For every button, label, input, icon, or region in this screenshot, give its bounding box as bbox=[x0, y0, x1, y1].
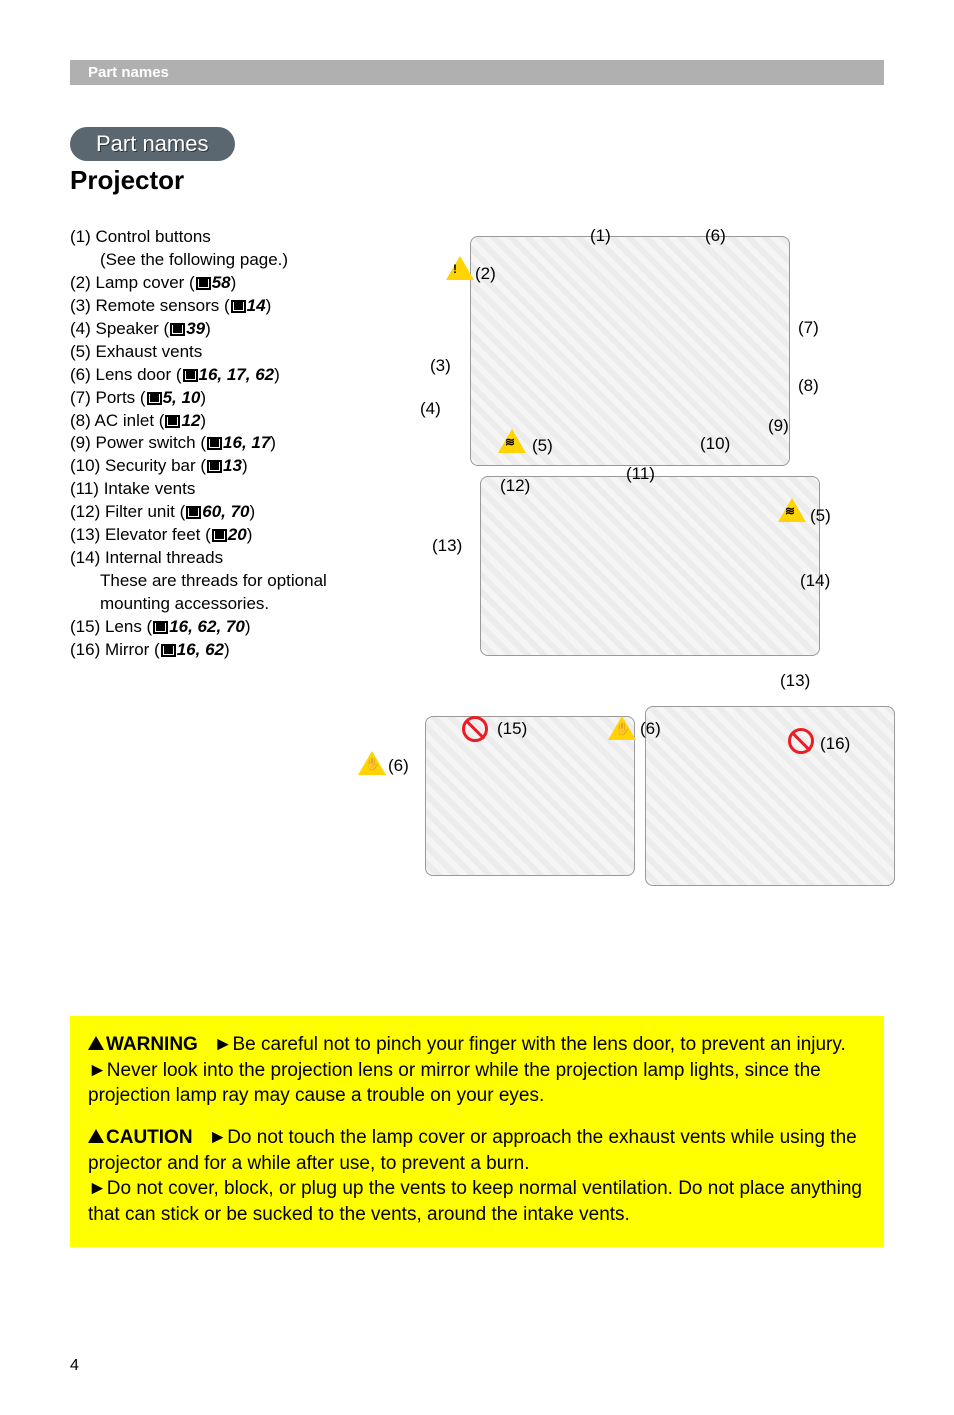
book-ref-icon bbox=[153, 621, 168, 634]
warning-triangle-icon: ✋ bbox=[608, 716, 636, 740]
diagram-callout: (6) bbox=[388, 756, 409, 776]
diagram-lower-left bbox=[425, 716, 635, 876]
caution-label: CAUTION bbox=[106, 1127, 193, 1148]
diagram-callout: (1) bbox=[590, 226, 611, 246]
diagram-callout: (10) bbox=[700, 434, 730, 454]
warning-box: WARNING ►Be careful not to pinch your fi… bbox=[70, 1016, 884, 1247]
diagram-callout: (12) bbox=[500, 476, 530, 496]
book-ref-icon bbox=[170, 323, 185, 336]
caution-line-2: ►Do not cover, block, or plug up the ven… bbox=[88, 1176, 866, 1227]
diagram-callout: (2) bbox=[475, 264, 496, 284]
parts-list-item: (15) Lens (16, 62, 70) bbox=[70, 616, 380, 639]
diagram-callout: (5) bbox=[810, 506, 831, 526]
breadcrumb: Part names bbox=[70, 60, 884, 85]
warning-line-2: ►Never look into the projection lens or … bbox=[88, 1058, 866, 1109]
diagram-callout: (16) bbox=[820, 734, 850, 754]
parts-list-item: (3) Remote sensors (14) bbox=[70, 295, 380, 318]
parts-list: (1) Control buttons(See the following pa… bbox=[70, 226, 380, 926]
book-ref-icon bbox=[212, 529, 227, 542]
parts-list-item: (14) Internal threads bbox=[70, 547, 380, 570]
warning-line-1: ►Be careful not to pinch your finger wit… bbox=[214, 1034, 846, 1055]
subheading: Projector bbox=[70, 165, 884, 196]
diagram-callout: (6) bbox=[640, 719, 661, 739]
parts-list-item: (8) AC inlet (12) bbox=[70, 410, 380, 433]
warning-label: WARNING bbox=[106, 1034, 198, 1055]
parts-list-item: (4) Speaker (39) bbox=[70, 318, 380, 341]
diagram-callout: (5) bbox=[532, 436, 553, 456]
book-ref-icon bbox=[186, 506, 201, 519]
warning-icon bbox=[88, 1036, 104, 1050]
parts-list-subitem: These are threads for optional mounting … bbox=[70, 570, 380, 616]
diagram-callout: (3) bbox=[430, 356, 451, 376]
parts-list-item: (13) Elevator feet (20) bbox=[70, 524, 380, 547]
book-ref-icon bbox=[161, 644, 176, 657]
diagram-callout: (7) bbox=[798, 318, 819, 338]
parts-list-item: (11) Intake vents bbox=[70, 478, 380, 501]
parts-list-item: (7) Ports (5, 10) bbox=[70, 387, 380, 410]
diagram-callout: (8) bbox=[798, 376, 819, 396]
prohibit-icon bbox=[462, 716, 488, 742]
diagram-callout: (13) bbox=[780, 671, 810, 691]
page-number: 4 bbox=[70, 1357, 884, 1375]
diagram-lower-right bbox=[645, 706, 895, 886]
diagram-bottom bbox=[480, 476, 820, 656]
diagram-callout: (14) bbox=[800, 571, 830, 591]
parts-list-item: (12) Filter unit (60, 70) bbox=[70, 501, 380, 524]
parts-list-subitem: (See the following page.) bbox=[70, 249, 380, 272]
diagram-callout: (6) bbox=[705, 226, 726, 246]
parts-list-item: (2) Lamp cover (58) bbox=[70, 272, 380, 295]
prohibit-icon bbox=[788, 728, 814, 754]
warning-triangle-icon: ≋ bbox=[778, 498, 806, 522]
diagram-callout: (9) bbox=[768, 416, 789, 436]
warning-triangle-icon: ! bbox=[446, 256, 474, 280]
book-ref-icon bbox=[207, 437, 222, 450]
book-ref-icon bbox=[165, 415, 180, 428]
caution-line-1: ►Do not touch the lamp cover or approach… bbox=[88, 1127, 857, 1174]
book-ref-icon bbox=[147, 392, 162, 405]
parts-list-item: (5) Exhaust vents bbox=[70, 341, 380, 364]
diagram-callout: (4) bbox=[420, 399, 441, 419]
book-ref-icon bbox=[207, 460, 222, 473]
parts-list-item: (16) Mirror (16, 62) bbox=[70, 639, 380, 662]
diagram-callout: (11) bbox=[626, 464, 655, 484]
book-ref-icon bbox=[183, 369, 198, 382]
parts-list-item: (9) Power switch (16, 17) bbox=[70, 432, 380, 455]
warning-triangle-icon: ✋ bbox=[358, 751, 386, 775]
parts-list-item: (6) Lens door (16, 17, 62) bbox=[70, 364, 380, 387]
parts-list-item: (1) Control buttons bbox=[70, 226, 380, 249]
diagram-callout: (13) bbox=[432, 536, 462, 556]
parts-list-item: (10) Security bar (13) bbox=[70, 455, 380, 478]
diagram-area: (1)(6)(2)(7)(3)(8)(4)(9)(5)(10)(11)(12)(… bbox=[400, 226, 884, 926]
diagram-callout: (15) bbox=[497, 719, 527, 739]
section-pill: Part names bbox=[70, 127, 235, 161]
caution-icon bbox=[88, 1129, 104, 1143]
book-ref-icon bbox=[196, 277, 211, 290]
book-ref-icon bbox=[231, 300, 246, 313]
warning-triangle-icon: ≋ bbox=[498, 429, 526, 453]
